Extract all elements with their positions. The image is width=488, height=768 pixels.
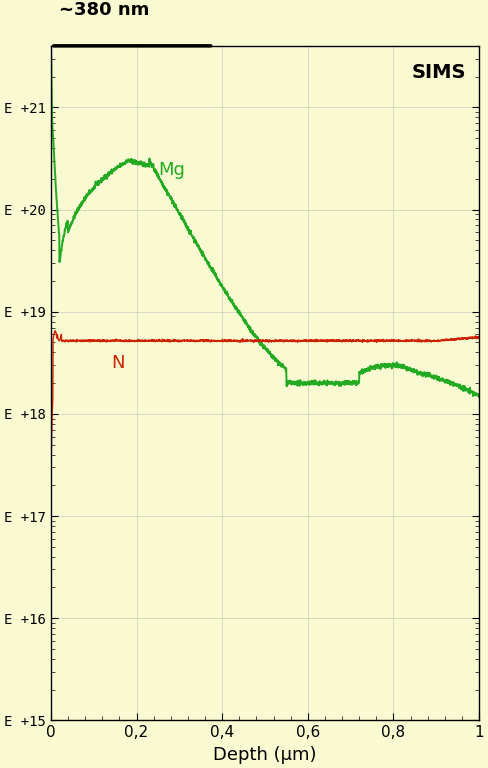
X-axis label: Depth (μm): Depth (μm) — [213, 746, 317, 764]
Text: N: N — [111, 354, 124, 372]
Text: SIMS: SIMS — [412, 63, 466, 81]
Text: ~380 nm: ~380 nm — [60, 1, 150, 19]
Text: Mg: Mg — [158, 161, 185, 178]
